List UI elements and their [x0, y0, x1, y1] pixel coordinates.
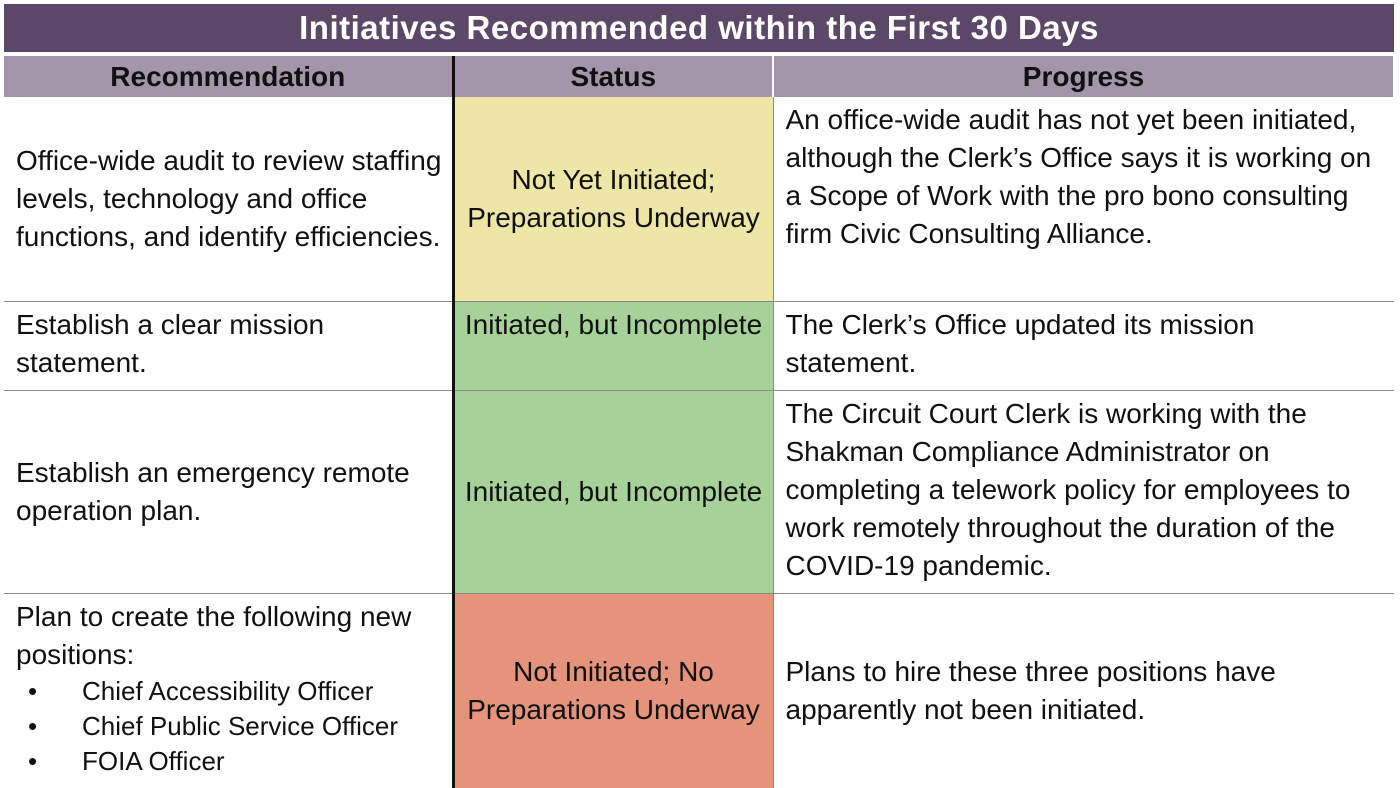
- recommendation-cell: Plan to create the following new positio…: [4, 594, 453, 788]
- progress-cell: Plans to hire these three positions have…: [773, 594, 1394, 788]
- recommendation-cell: Establish an emergency remote operation …: [4, 391, 453, 594]
- table-row: Plan to create the following new positio…: [4, 594, 1394, 788]
- bullet-icon: •: [28, 674, 37, 709]
- progress-cell: The Circuit Court Clerk is working with …: [773, 391, 1394, 594]
- list-item: • Chief Public Service Officer: [16, 709, 444, 744]
- initiatives-table: Recommendation Status Progress Office-wi…: [4, 56, 1395, 788]
- recommendation-cell: Establish a clear mission statement.: [4, 302, 453, 391]
- list-item: • FOIA Officer: [16, 744, 444, 779]
- header-row: Recommendation Status Progress: [4, 56, 1394, 97]
- positions-list: • Chief Accessibility Officer • Chief Publ…: [16, 674, 444, 779]
- recommendation-cell: Office-wide audit to review staffing lev…: [4, 97, 453, 302]
- header-progress: Progress: [773, 56, 1394, 97]
- table-row: Establish a clear mission statement. Ini…: [4, 302, 1394, 391]
- list-item: • Chief Accessibility Officer: [16, 674, 444, 709]
- bullet-icon: •: [28, 744, 37, 779]
- status-cell: Initiated, but Incomplete: [453, 302, 773, 391]
- table-row: Office-wide audit to review staffing lev…: [4, 97, 1394, 302]
- list-item-label: Chief Accessibility Officer: [82, 676, 373, 706]
- header-recommendation: Recommendation: [4, 56, 453, 97]
- progress-cell: The Clerk’s Office updated its mission s…: [773, 302, 1394, 391]
- table-row: Establish an emergency remote operation …: [4, 391, 1394, 594]
- list-item-label: FOIA Officer: [82, 746, 225, 776]
- recommendation-intro: Plan to create the following new positio…: [16, 598, 444, 674]
- status-cell: Initiated, but Incomplete: [453, 391, 773, 594]
- progress-cell: An office-wide audit has not yet been in…: [773, 97, 1394, 302]
- status-cell: Not Yet Initiated; Preparations Underway: [453, 97, 773, 302]
- header-status: Status: [453, 56, 773, 97]
- bullet-icon: •: [28, 709, 37, 744]
- list-item-label: Chief Public Service Officer: [82, 711, 398, 741]
- table-title: Initiatives Recommended within the First…: [4, 4, 1394, 52]
- status-cell: Not Initiated; No Preparations Underway: [453, 594, 773, 788]
